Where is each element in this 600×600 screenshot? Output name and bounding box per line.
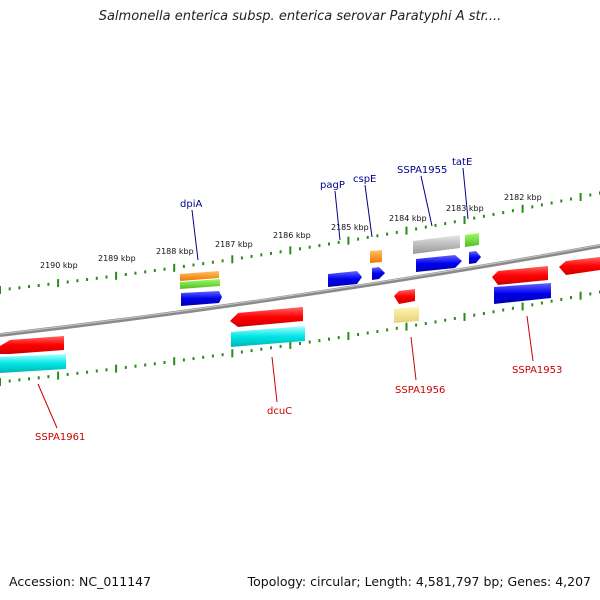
gene-label-sspa1955[interactable]: SSPA1955 [397,165,447,176]
gene-edge-red[interactable] [559,257,600,275]
gene-label-cspe[interactable]: cspE [353,174,376,185]
label-leader-line [410,336,417,381]
ruler-label: 2183 kbp [446,204,484,213]
gene-sspa1956-red[interactable] [394,289,415,304]
ruler-label: 2185 kbp [331,223,369,232]
map-title: Salmonella enterica subsp. enterica sero… [98,9,502,24]
label-leader-line [462,167,469,220]
gene-sspa1953-red[interactable] [492,266,548,285]
ruler-label: 2186 kbp [273,231,311,240]
gene-sspa1961-cyan[interactable] [0,354,66,373]
gene-label-sspa1961[interactable]: SSPA1961 [35,432,85,443]
gene-dpia-orange[interactable] [180,271,219,281]
label-leader-line [271,356,278,403]
ruler-label: 2182 kbp [504,193,542,202]
gene-dcuc-red[interactable] [230,307,303,327]
ruler-label: 2189 kbp [98,254,136,263]
ruler-label: 2190 kbp [40,261,78,270]
label-leader-line [37,383,58,429]
gene-label-dcuc[interactable]: dcuC [267,406,292,417]
ruler-ticks-top [0,191,600,294]
ruler-label: 2187 kbp [215,240,253,249]
ruler-label: 2184 kbp [389,214,427,223]
gene-dpia-green[interactable] [180,279,220,289]
gene-sspa1953-blue[interactable] [494,283,551,304]
label-leader-line [420,175,433,227]
label-leader-line [191,209,199,261]
gene-tate-green[interactable] [465,233,479,247]
gene-dcuc-cyan[interactable] [231,326,305,347]
label-leader-line [334,190,341,241]
accession-text: Accession: NC_011147 [9,574,152,589]
ruler-ticks-bottom [0,290,600,386]
gene-label-sspa1953[interactable]: SSPA1953 [512,365,562,376]
label-leader-line [364,184,373,238]
gene-label-sspa1956[interactable]: SSPA1956 [395,385,445,396]
gene-pagp[interactable] [328,271,362,287]
gene-cspe-orange[interactable] [370,250,382,263]
gene-label-pagp[interactable]: pagP [320,180,345,191]
topology-text: Topology: circular; Length: 4,581,797 bp… [247,574,591,589]
gene-label-dpia[interactable]: dpiA [180,199,202,210]
gene-sspa1956-yellow[interactable] [394,307,419,323]
genome-backbone [0,244,600,337]
gene-label-tate[interactable]: tatE [452,157,472,168]
gene-cspe-blue[interactable] [372,267,385,280]
gene-sspa1961-red[interactable] [0,336,64,354]
gene-sspa1955-grey[interactable] [413,235,460,254]
gene-dpia-blue[interactable] [181,291,222,306]
ruler-label: 2188 kbp [156,247,194,256]
label-leader-line [526,315,534,362]
gene-tate-blue[interactable] [469,251,481,264]
gene-sspa1955-blue[interactable] [416,255,462,272]
